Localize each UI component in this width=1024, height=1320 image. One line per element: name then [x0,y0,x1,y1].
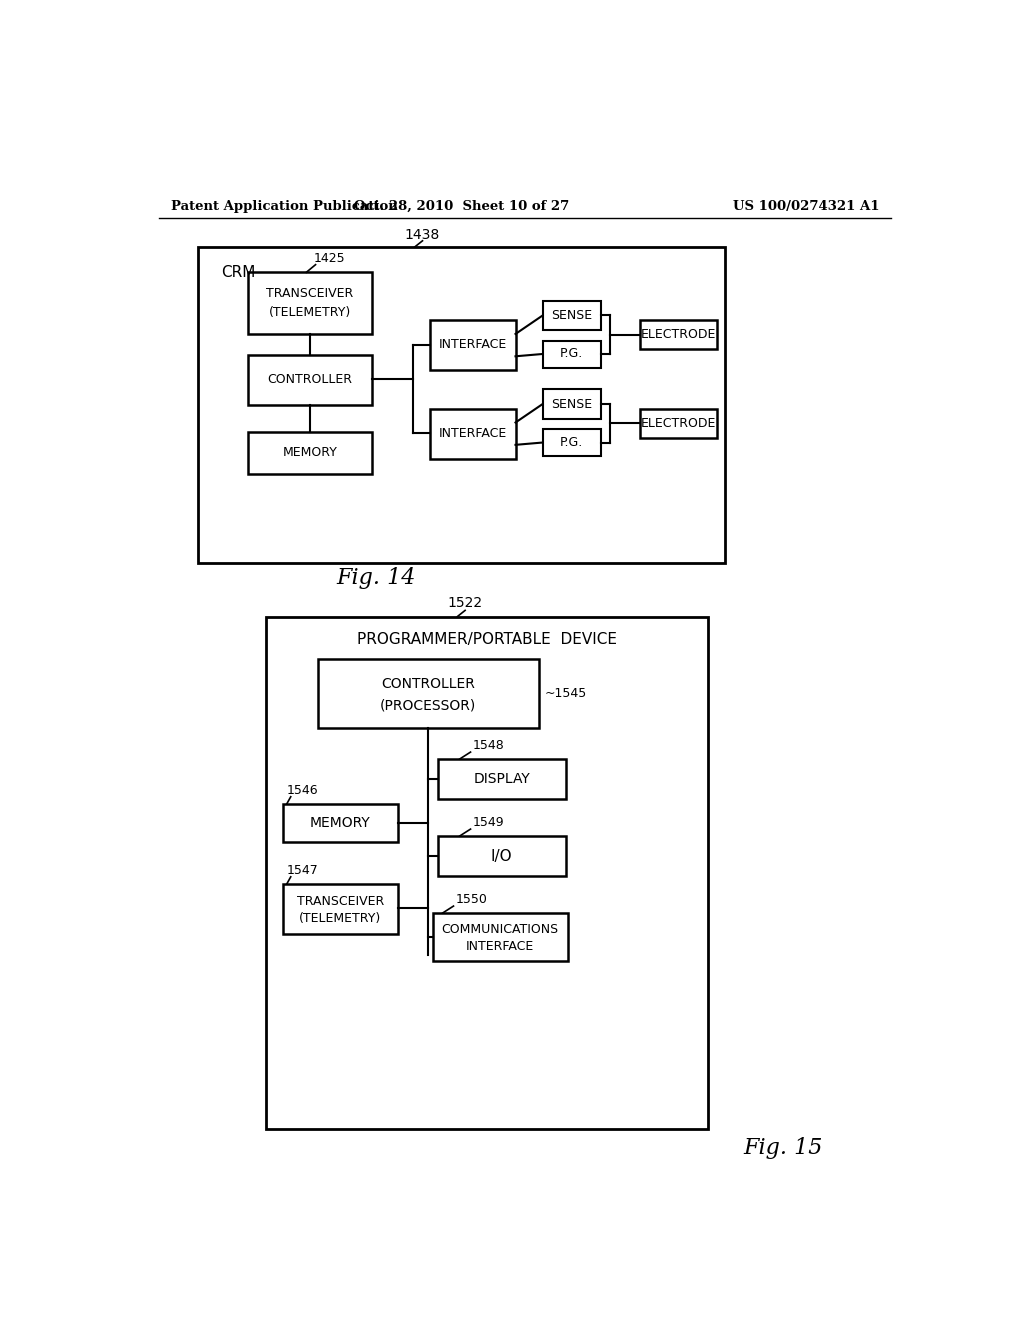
Bar [640,321,717,350]
Text: (PROCESSOR): (PROCESSOR) [380,698,476,711]
Text: 1550: 1550 [456,894,487,907]
Text: PROGRAMMER/PORTABLE  DEVICE: PROGRAMMER/PORTABLE DEVICE [356,632,616,647]
Bar [543,301,601,330]
Bar [317,659,539,729]
Text: Fig. 14: Fig. 14 [336,568,416,589]
Bar [438,759,566,799]
Text: INTERFACE: INTERFACE [438,338,507,351]
Text: 1549: 1549 [473,816,505,829]
Text: INTERFACE: INTERFACE [466,940,535,953]
Text: (TELEMETRY): (TELEMETRY) [299,912,382,925]
Bar [430,321,515,370]
Text: ELECTRODE: ELECTRODE [641,329,716,342]
Text: CRM: CRM [221,265,255,280]
Text: DISPLAY: DISPLAY [473,772,530,785]
Bar [198,247,725,562]
Text: INTERFACE: INTERFACE [438,426,507,440]
Bar [543,341,601,368]
Text: 1546: 1546 [287,784,318,797]
Text: ELECTRODE: ELECTRODE [641,417,716,430]
Text: CONTROLLER: CONTROLLER [267,372,352,385]
Text: P.G.: P.G. [560,347,583,360]
Bar [248,272,372,334]
Text: 1548: 1548 [473,739,505,752]
Text: Fig. 15: Fig. 15 [743,1137,822,1159]
Bar [543,429,601,457]
Text: 1522: 1522 [447,597,482,610]
Text: 1438: 1438 [404,228,440,243]
Bar [543,389,601,418]
Text: SENSE: SENSE [551,309,592,322]
Bar [438,836,566,876]
Text: SENSE: SENSE [551,397,592,411]
Text: MEMORY: MEMORY [310,816,371,830]
Text: ~1545: ~1545 [545,686,587,700]
Text: US 100/0274321 A1: US 100/0274321 A1 [733,199,880,213]
Text: MEMORY: MEMORY [283,446,338,459]
Bar [248,432,372,474]
Text: 1547: 1547 [287,865,318,878]
Text: 1425: 1425 [314,252,346,265]
Bar [640,409,717,438]
Text: TRANSCEIVER: TRANSCEIVER [266,288,353,301]
Text: CONTROLLER: CONTROLLER [381,677,475,690]
Bar [266,616,708,1129]
Text: TRANSCEIVER: TRANSCEIVER [297,895,384,908]
Text: Oct. 28, 2010  Sheet 10 of 27: Oct. 28, 2010 Sheet 10 of 27 [353,199,569,213]
Bar [432,913,568,961]
Text: P.G.: P.G. [560,436,583,449]
Bar [283,884,397,933]
Bar [248,355,372,405]
Bar [283,804,397,842]
Text: (TELEMETRY): (TELEMETRY) [269,306,351,319]
Bar [430,409,515,459]
Text: Patent Application Publication: Patent Application Publication [171,199,397,213]
Text: I/O: I/O [490,849,512,863]
Text: COMMUNICATIONS: COMMUNICATIONS [441,924,558,936]
